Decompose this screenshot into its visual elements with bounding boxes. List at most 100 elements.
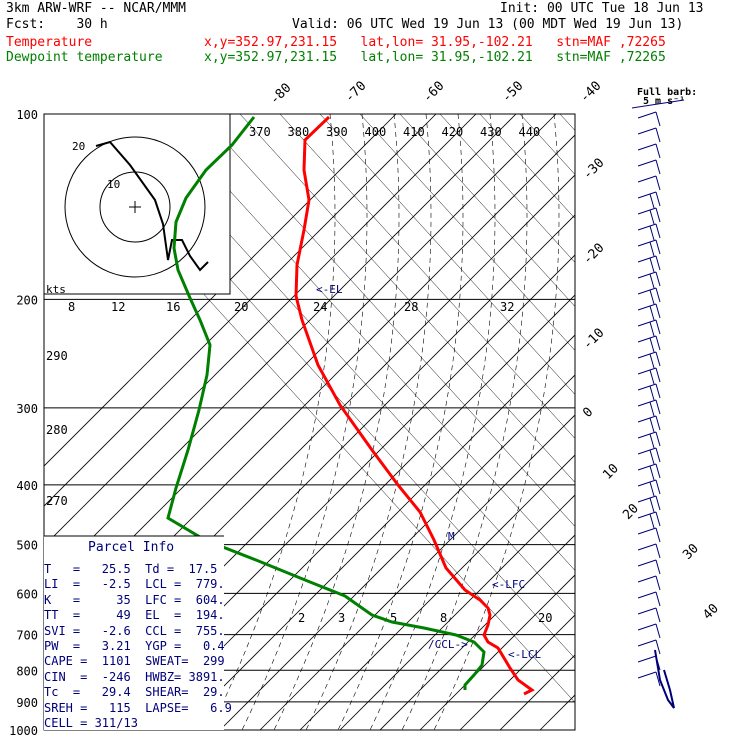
parcel-info-row: LI = -2.5 LCL = 779. bbox=[44, 577, 225, 592]
adiabat-line bbox=[519, 114, 575, 175]
wind-barb-feather bbox=[655, 335, 661, 351]
mixing-ratio-label: 2 bbox=[298, 611, 305, 625]
hodo-speed-label: 8 bbox=[68, 300, 75, 314]
wind-barb-feather bbox=[655, 447, 661, 463]
adiabat-line bbox=[199, 114, 575, 527]
parcel-info-title: Parcel Info bbox=[88, 540, 175, 555]
wind-barb-feather bbox=[655, 239, 661, 255]
theta-lower-label: 270 bbox=[46, 494, 68, 508]
wind-barb-feather bbox=[655, 367, 661, 383]
wind-barb-shaft bbox=[637, 143, 657, 151]
wind-barb-shaft bbox=[637, 511, 657, 519]
isotherm-line bbox=[459, 614, 575, 730]
wind-barb-shaft bbox=[637, 383, 657, 391]
isotherm-label: -60 bbox=[420, 79, 447, 106]
isotherm-label: 0 bbox=[580, 405, 596, 421]
isotherm-line bbox=[179, 334, 575, 730]
wind-barb-shaft bbox=[637, 319, 657, 327]
theta-lower-label: 280 bbox=[46, 423, 68, 437]
wind-barb-feather bbox=[655, 143, 661, 159]
wind-barb-shaft bbox=[637, 127, 657, 135]
isotherm-label: -80 bbox=[267, 81, 294, 108]
legend-temperature-label: Temperature bbox=[6, 35, 93, 50]
pressure-label-400: 400 bbox=[16, 479, 38, 493]
parcel-info-row: TT = 49 EL = 194. bbox=[44, 608, 225, 623]
mixing-ratio-label: 3 bbox=[338, 611, 345, 625]
wind-barb-feather bbox=[649, 481, 655, 497]
isotherm-line bbox=[219, 374, 575, 730]
wind-barb-feather bbox=[649, 337, 655, 353]
wind-barb-shaft bbox=[637, 463, 657, 471]
isotherm-line bbox=[259, 414, 575, 730]
wind-barb-shaft bbox=[637, 271, 657, 279]
isotherm-label: 40 bbox=[700, 601, 722, 623]
wind-barb-shaft bbox=[637, 351, 657, 359]
wind-barb-feather bbox=[649, 193, 655, 209]
hodograph-trace bbox=[95, 140, 209, 272]
theta-label: 410 bbox=[403, 125, 425, 139]
annotation-lfc: <-LFC bbox=[492, 578, 525, 591]
barb-key-line1: Full barb: bbox=[637, 87, 697, 98]
pressure-label-1000: 1000 bbox=[9, 724, 38, 738]
hodo-speed-label: 16 bbox=[166, 300, 180, 314]
theta-lower-labels: 290 280 270 bbox=[46, 349, 68, 508]
pressure-label-200: 200 bbox=[16, 293, 38, 307]
adiabat-line bbox=[479, 114, 575, 219]
annotation-lcl: <-LCL bbox=[508, 648, 541, 661]
wind-barb-feather bbox=[655, 559, 661, 575]
isotherm-line bbox=[660, 114, 740, 730]
hodograph-inset: 20 10 bbox=[43, 113, 231, 295]
pressure-label-900: 900 bbox=[16, 696, 38, 710]
theta-label: 390 bbox=[326, 125, 348, 139]
temperature-trace bbox=[294, 115, 535, 696]
wind-barb-shaft bbox=[637, 239, 657, 247]
wind-barb-shaft bbox=[637, 559, 657, 567]
wind-barb-feather bbox=[655, 671, 661, 687]
moist-adiabat-line bbox=[209, 114, 336, 730]
theta-label: 440 bbox=[519, 125, 541, 139]
wind-barb-feather bbox=[655, 639, 661, 655]
hodo-speed-labels: 8 12 16 20 24 28 32 bbox=[68, 300, 514, 314]
wind-barb-feather bbox=[655, 591, 661, 607]
wind-barb-shaft bbox=[637, 223, 657, 231]
pressure-label-800: 800 bbox=[16, 664, 38, 678]
wind-barb-feather bbox=[655, 431, 661, 447]
isotherm-line bbox=[379, 534, 575, 730]
wind-barb-feather bbox=[655, 207, 661, 223]
wind-barb-feather bbox=[655, 175, 661, 191]
isotherm-label: 10 bbox=[600, 461, 622, 483]
parcel-info-row: T = 25.5 Td = 17.5 bbox=[44, 562, 218, 576]
pressure-label-600: 600 bbox=[16, 587, 38, 601]
wind-barb-shaft bbox=[637, 607, 657, 615]
adiabat-line bbox=[680, 114, 740, 730]
hodo-speed-label: 20 bbox=[234, 300, 248, 314]
wind-barb-shaft bbox=[637, 671, 657, 679]
wind-barb-feather bbox=[649, 273, 655, 289]
mixing-ratio-labels: 2 3 5 8 20 bbox=[298, 611, 552, 625]
wind-barb-feather bbox=[649, 225, 655, 241]
wind-barb-feather bbox=[655, 223, 661, 239]
moist-adiabat-line bbox=[401, 114, 528, 730]
hodo-ring-label-10: 10 bbox=[107, 178, 120, 191]
plot-frame bbox=[43, 113, 576, 731]
adiabat-line bbox=[279, 114, 575, 439]
parcel-info-row: CELL = 311/13 bbox=[44, 716, 138, 730]
wind-barb-feather bbox=[655, 287, 661, 303]
isotherm-line bbox=[139, 294, 575, 730]
theta-label: 370 bbox=[249, 125, 271, 139]
adiabat-line bbox=[399, 114, 575, 307]
forecast-hour: Fcst: 30 h bbox=[6, 17, 108, 32]
parcel-info-row: SVI = -2.6 CCL = 755. bbox=[44, 623, 225, 638]
wind-barb-shaft bbox=[637, 191, 657, 199]
theta-label: 400 bbox=[365, 125, 387, 139]
wind-barb-shaft bbox=[637, 255, 657, 263]
isotherm-label: -10 bbox=[580, 326, 607, 353]
wind-barb-feather bbox=[649, 513, 655, 529]
wind-barb-feather bbox=[649, 241, 655, 257]
wind-barb-feather bbox=[655, 127, 661, 143]
wind-barb-feather bbox=[655, 607, 661, 623]
wind-barb-shaft bbox=[637, 175, 657, 183]
wind-barb-feather bbox=[655, 351, 661, 367]
adiabat-line bbox=[640, 114, 740, 730]
